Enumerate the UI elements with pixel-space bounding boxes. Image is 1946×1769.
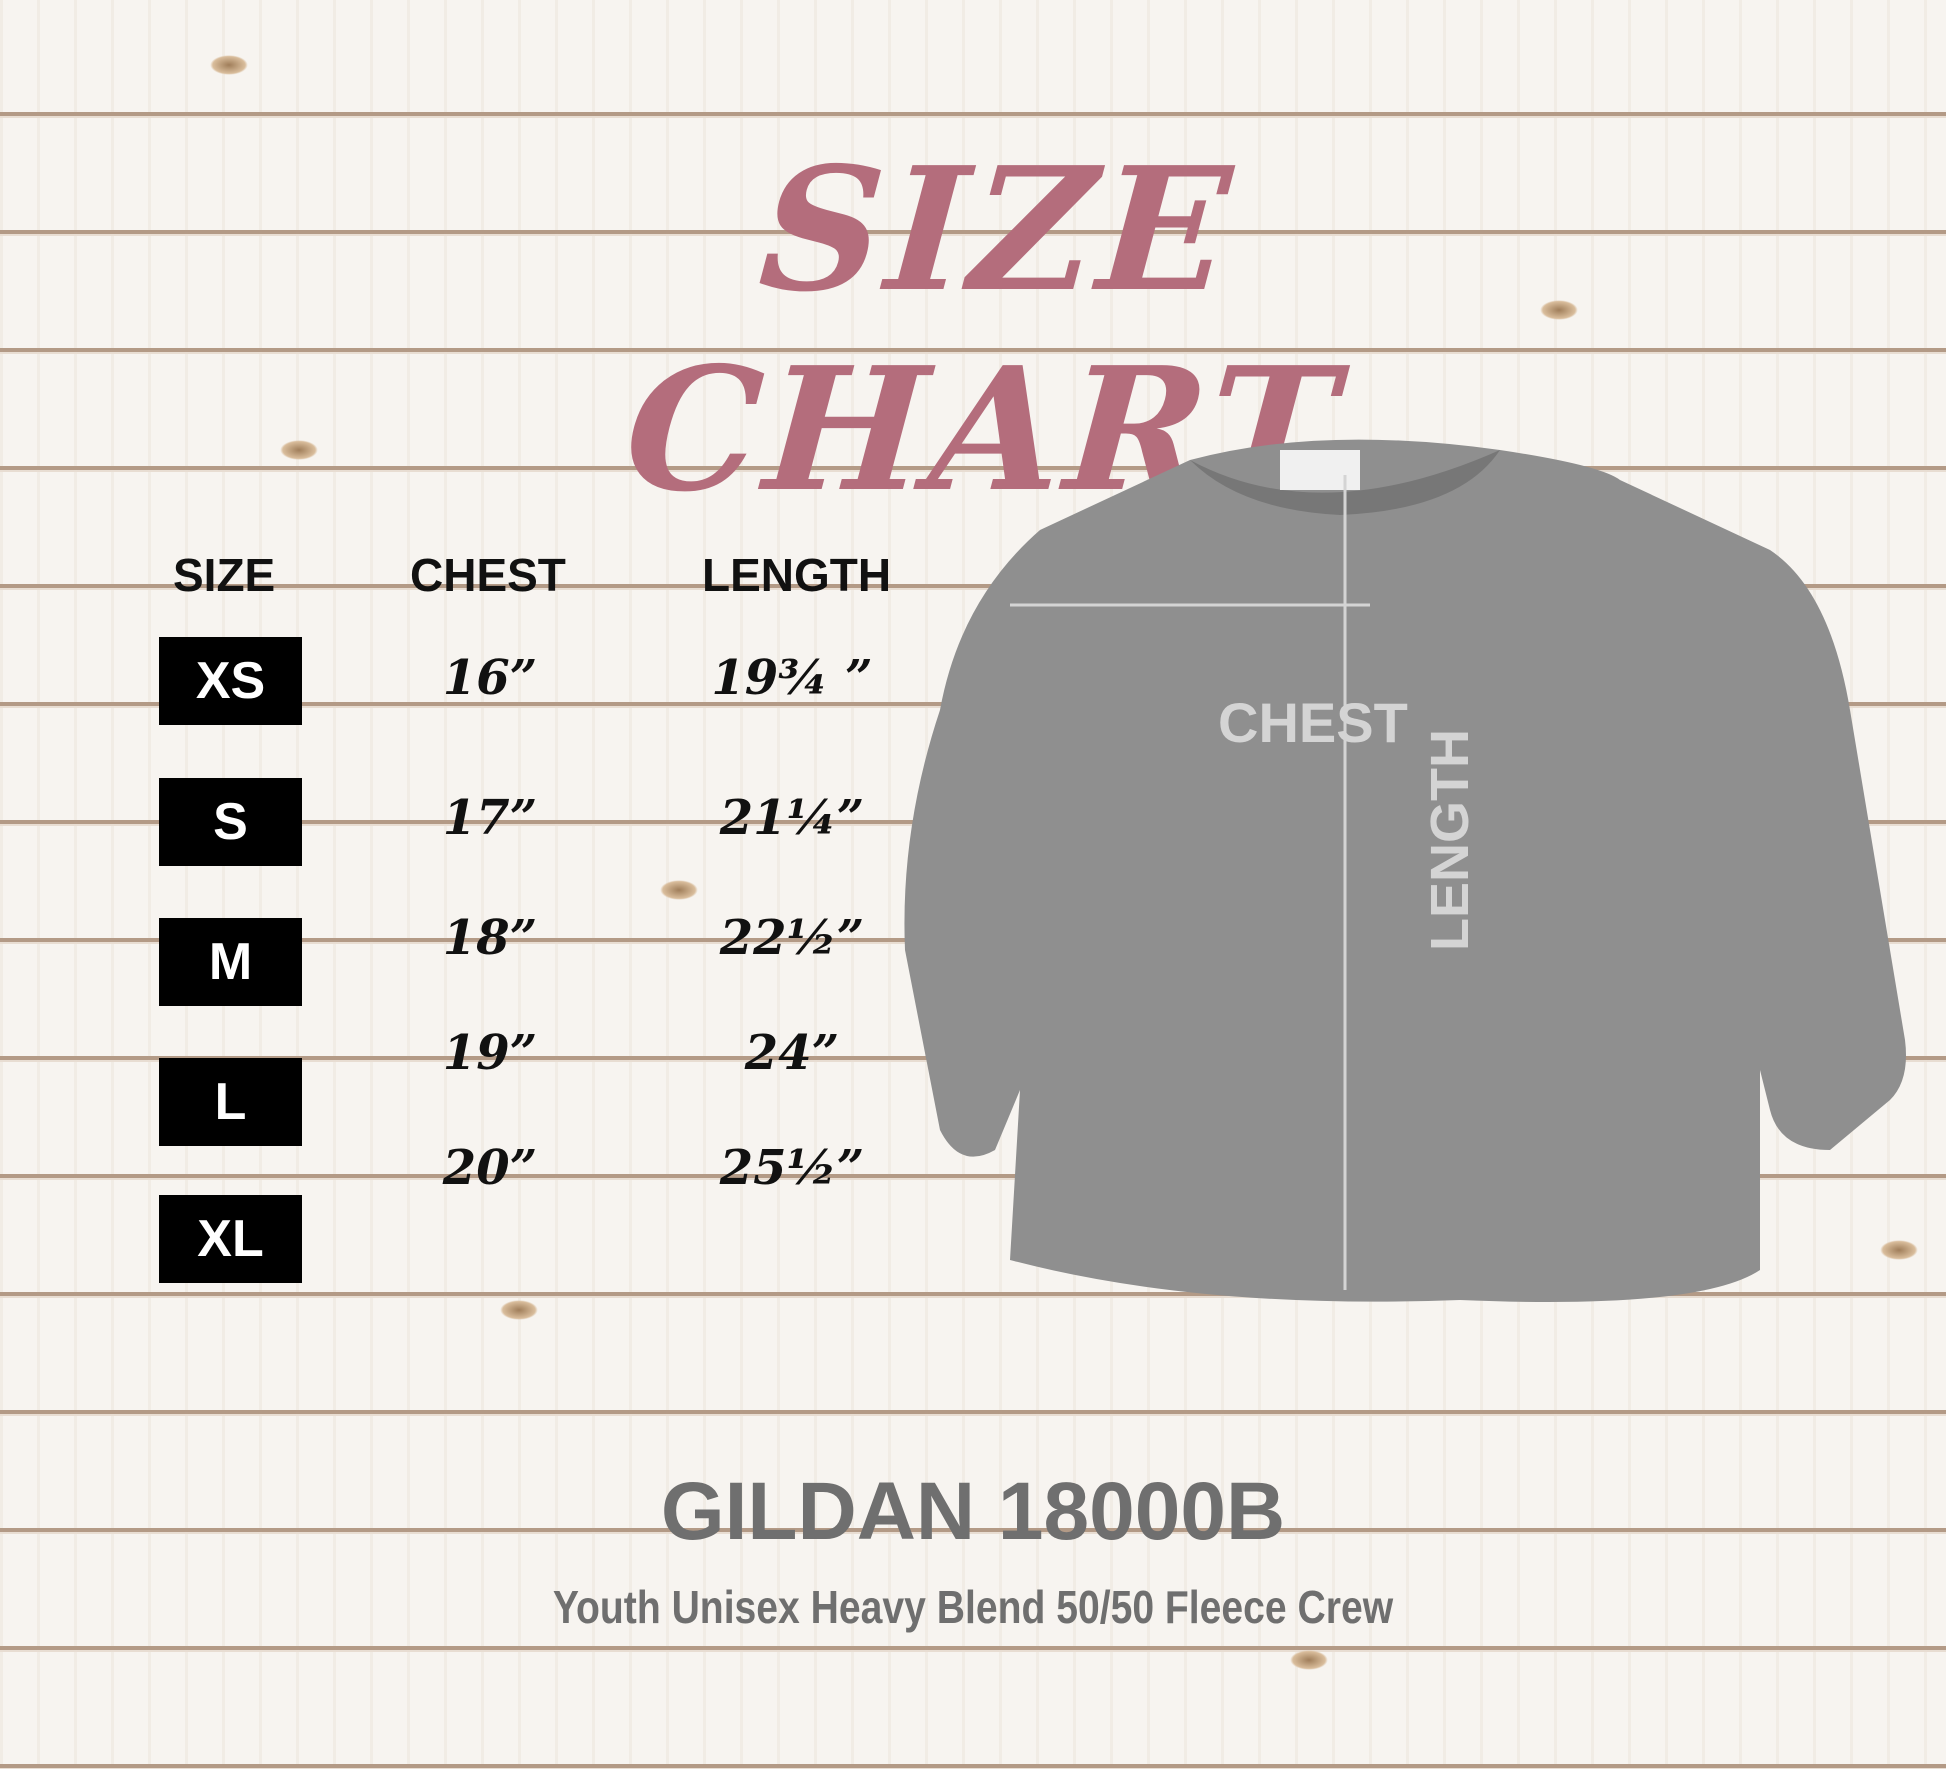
header-size: SIZE [173, 549, 276, 601]
product-model: GILDAN 18000B [660, 1466, 1286, 1557]
header-length: LENGTH [702, 549, 892, 601]
chest-label: CHEST [1218, 691, 1408, 754]
chest-value: 16” [442, 650, 538, 706]
chest-value: 18” [442, 910, 538, 966]
size-badge: M [159, 918, 302, 1006]
sweatshirt-body [904, 439, 1906, 1302]
chest-value: 20” [442, 1140, 538, 1196]
wood-knot [1290, 1650, 1328, 1670]
collar [1190, 450, 1500, 515]
chest-value: 19” [442, 1025, 538, 1081]
wood-knot [280, 440, 318, 460]
length-label: LENGTH [1420, 729, 1480, 951]
sweatshirt-image [904, 439, 1906, 1302]
length-value: 21¼” [719, 790, 865, 846]
wood-knot [1880, 1240, 1918, 1260]
chest-value: 17” [442, 790, 538, 846]
size-badge: XS [159, 637, 302, 725]
size-badge: XL [159, 1195, 302, 1283]
wood-knot [500, 1300, 538, 1320]
length-value: 19¾ ” [711, 650, 873, 706]
wood-knot [660, 880, 698, 900]
size-badge: L [159, 1058, 302, 1146]
header-chest: CHEST [410, 549, 566, 601]
tag [1280, 450, 1360, 490]
length-value: 24” [744, 1025, 840, 1081]
length-value: 22½” [719, 910, 865, 966]
size-badge: S [159, 778, 302, 866]
wood-knot [1540, 300, 1578, 320]
wood-knot [210, 55, 248, 75]
product-description: Youth Unisex Heavy Blend 50/50 Fleece Cr… [552, 1581, 1394, 1633]
length-value: 25½” [719, 1140, 865, 1196]
